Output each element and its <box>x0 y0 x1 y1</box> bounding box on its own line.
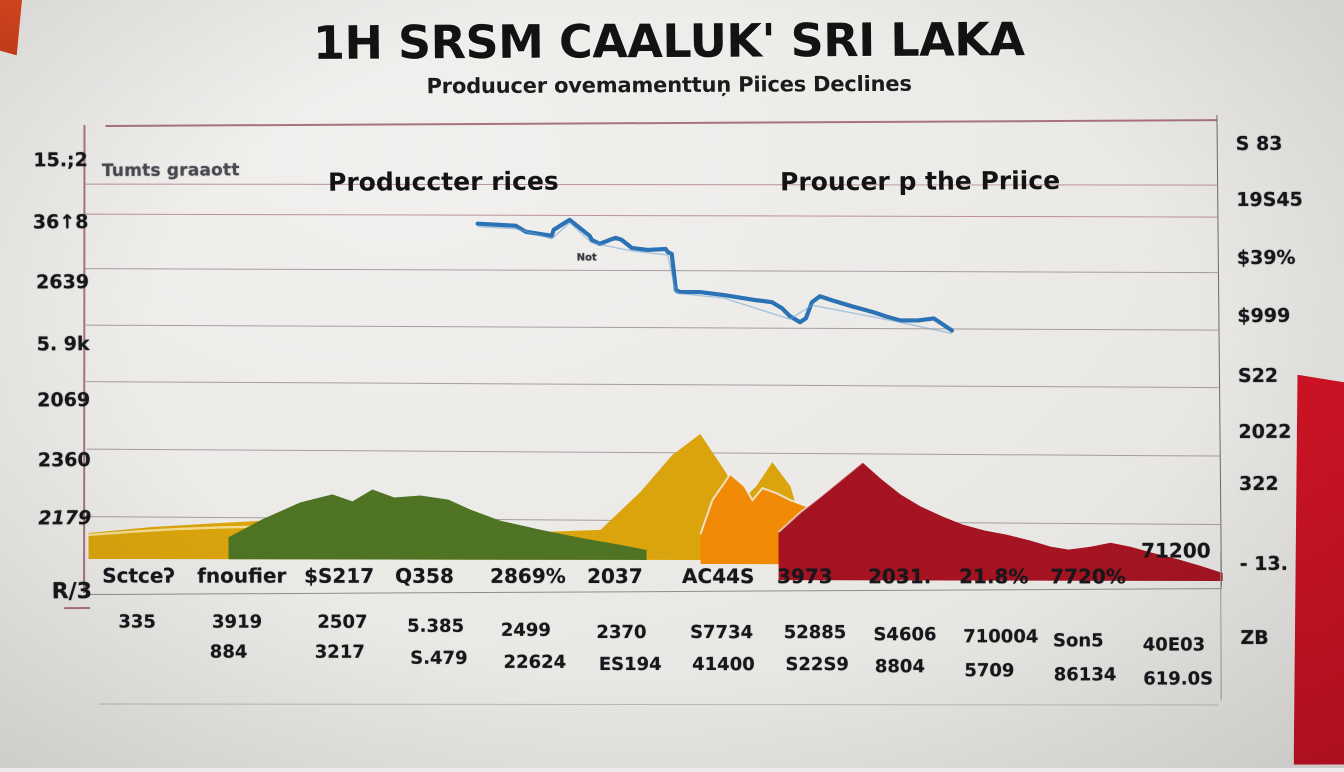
table-cell: Sctceʔ <box>102 563 175 588</box>
table-cell <box>102 642 195 663</box>
table-cell: 2037 <box>587 563 643 589</box>
table-cell: 2031. <box>868 564 932 589</box>
y-axis-left-tick-5: 2360 <box>37 449 91 472</box>
table-cell: 22624 <box>503 651 567 673</box>
table-cell: 2869% <box>490 563 566 588</box>
y-axis-left-tick-0: 15.;2 <box>33 149 88 172</box>
table-cell: ES194 <box>598 653 662 676</box>
table-cell: 2370 <box>596 621 647 644</box>
table-cell: $S217 <box>304 563 375 588</box>
table-cell: 619.0S <box>1143 668 1214 690</box>
table-cell: 21.8% <box>959 564 1029 589</box>
y-axis-right-tick-4: S22 <box>1237 364 1279 388</box>
y-axis-left-tick-1: 36↑8 <box>32 211 89 234</box>
table-cell: S22S9 <box>785 654 849 676</box>
y-axis-left-tick-6: 2179 <box>38 507 92 530</box>
table-cell: Q358 <box>395 563 454 588</box>
table-cell: 884 <box>209 641 248 663</box>
table-cell: S7734 <box>690 622 754 644</box>
y-axis-left-title: R/3 <box>51 579 93 605</box>
table-cell: 52885 <box>783 622 847 644</box>
table-cell: 7720% <box>1050 564 1126 589</box>
y-axis-right-tick-0: S 83 <box>1235 132 1283 156</box>
series-area-green <box>228 489 647 560</box>
series-separator-white-2 <box>777 461 863 533</box>
data-table: Sctceʔ fnoufier $S217 Q358 2869% 2037 AC… <box>98 538 1233 722</box>
table-cell: 5.385 <box>407 615 465 637</box>
y-axis-left-tick-3: 5. 9k <box>36 333 90 356</box>
table-cell: S.479 <box>410 647 468 669</box>
table-row: 884 3217 S.479 22624 ES194 41400 S22S9 8… <box>102 641 1232 690</box>
table-cell: 3217 <box>314 641 365 663</box>
table-row: 335 3919 2507 5.385 2499 2370 S7734 5288… <box>102 611 1232 656</box>
table-cell: 41400 <box>692 654 755 676</box>
table-cell: 8804 <box>874 656 926 678</box>
y-axis-right-tick-1: 19S45 <box>1236 188 1303 212</box>
y-axis-right-tick-6: 322 <box>1238 472 1279 496</box>
table-cell: fnoufier <box>197 563 287 588</box>
table-cell: 2499 <box>500 619 551 641</box>
y-axis-left-tick-2: 2639 <box>35 271 90 294</box>
series-line-blue <box>475 217 955 333</box>
y-axis-bottom-tick <box>64 607 91 610</box>
y-axis-right-tick-7: - 13. <box>1239 552 1289 576</box>
table-cell: 2507 <box>317 611 368 633</box>
table-cell: AC44S <box>681 564 755 589</box>
y-axis-right-tick-2: $39% <box>1236 246 1296 270</box>
series-line-blue-shadow <box>477 222 953 335</box>
series-separator-white <box>699 472 807 535</box>
table-cell: 86134 <box>1053 664 1117 686</box>
y-axis-left-tick-4: 2069 <box>37 389 91 412</box>
series-area-dark-red <box>778 462 1223 581</box>
table-row-header: Sctceʔ fnoufier $S217 Q358 2869% 2037 AC… <box>102 538 1232 589</box>
table-cell: 3973 <box>776 564 833 589</box>
y-axis-right-tick-8: ZB <box>1240 626 1269 650</box>
table-cell: 3919 <box>211 611 263 633</box>
y-axis-right-tick-5: 2022 <box>1238 420 1292 444</box>
table-cell: 5709 <box>964 660 1015 682</box>
y-axis-right-tick-3: $999 <box>1237 304 1291 328</box>
table-cell: 335 <box>118 611 156 633</box>
table-cell: 71200 <box>1141 538 1211 563</box>
table-underline <box>98 703 1219 706</box>
